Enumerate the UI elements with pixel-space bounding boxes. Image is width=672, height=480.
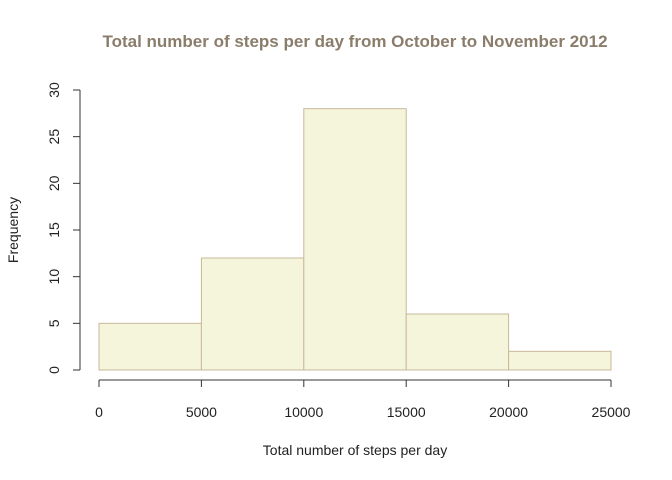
y-tick-label-3: 15 — [46, 222, 62, 238]
x-tick-label-5: 25000 — [592, 404, 631, 420]
x-axis: 0 5000 10000 15000 20000 25000 — [95, 379, 631, 420]
histogram-bar-1 — [200, 257, 305, 371]
x-tick-label-4: 20000 — [489, 404, 528, 420]
y-tick-label-6: 30 — [46, 82, 62, 98]
x-tick-label-3: 15000 — [387, 404, 426, 420]
y-tick-label-4: 20 — [46, 175, 62, 191]
chart-title: Total number of steps per day from Octob… — [102, 32, 607, 51]
bars-group — [98, 108, 612, 371]
histogram-bar-2 — [303, 108, 407, 371]
x-tick-label-1: 5000 — [186, 404, 217, 420]
y-axis: 0 5 10 15 20 25 30 — [46, 82, 81, 374]
histogram-bar-0 — [98, 322, 202, 371]
x-tick-label-0: 0 — [95, 404, 103, 420]
y-tick-label-2: 10 — [46, 269, 62, 285]
y-tick-label-5: 25 — [46, 129, 62, 145]
histogram-bar-4 — [508, 350, 612, 371]
histogram-bar-3 — [405, 313, 510, 371]
y-tick-label-1: 5 — [46, 319, 62, 327]
x-tick-label-2: 10000 — [284, 404, 323, 420]
y-tick-label-0: 0 — [46, 366, 62, 374]
y-axis-label: Frequency — [5, 197, 21, 263]
x-axis-label: Total number of steps per day — [263, 442, 447, 458]
